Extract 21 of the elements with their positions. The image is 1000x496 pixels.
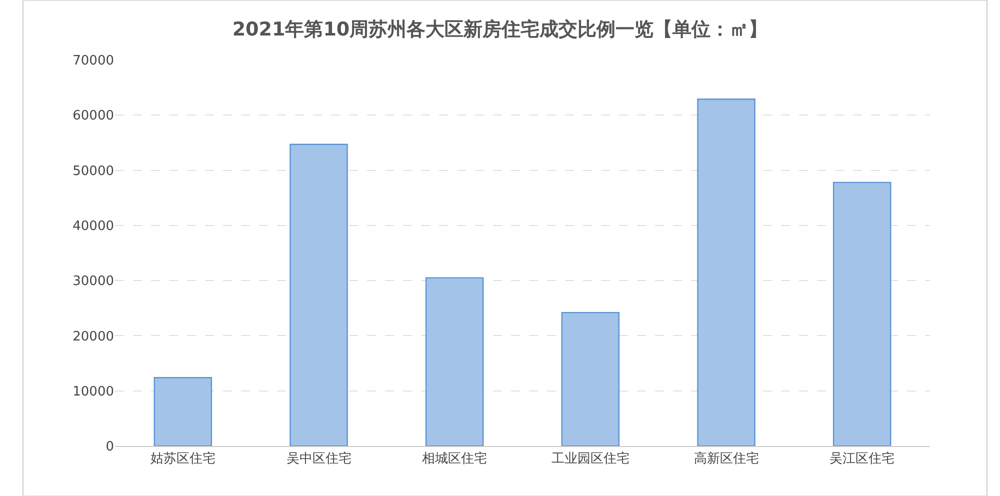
- bar: [290, 144, 348, 446]
- y-tick-label: 0: [106, 440, 114, 455]
- y-tick-label: 60000: [72, 108, 114, 124]
- y-tick-label: 30000: [72, 274, 114, 290]
- x-tick-label: 高新区住宅: [694, 450, 759, 467]
- y-tick-label: 40000: [72, 218, 114, 234]
- x-tick-label: 姑苏区住宅: [150, 450, 216, 467]
- y-tick-label: 50000: [72, 164, 114, 179]
- bar: [154, 377, 212, 446]
- y-tick-label: 70000: [72, 54, 114, 69]
- bar: [425, 277, 484, 446]
- x-tick-label: 工业园区住宅: [551, 450, 630, 467]
- x-tick-label: 吴中区住宅: [286, 450, 352, 467]
- y-tick-label: 20000: [72, 329, 114, 344]
- bar: [561, 312, 620, 446]
- y-tick-label: 10000: [72, 384, 114, 400]
- x-tick-label: 吴江区住宅: [830, 450, 895, 467]
- bar: [697, 98, 756, 446]
- bar: [832, 182, 892, 446]
- chart-title: 2021年第10周苏州各大区新房住宅成交比例一览【单位：㎡】: [232, 18, 768, 41]
- x-tick-label: 相城区住宅: [422, 450, 488, 467]
